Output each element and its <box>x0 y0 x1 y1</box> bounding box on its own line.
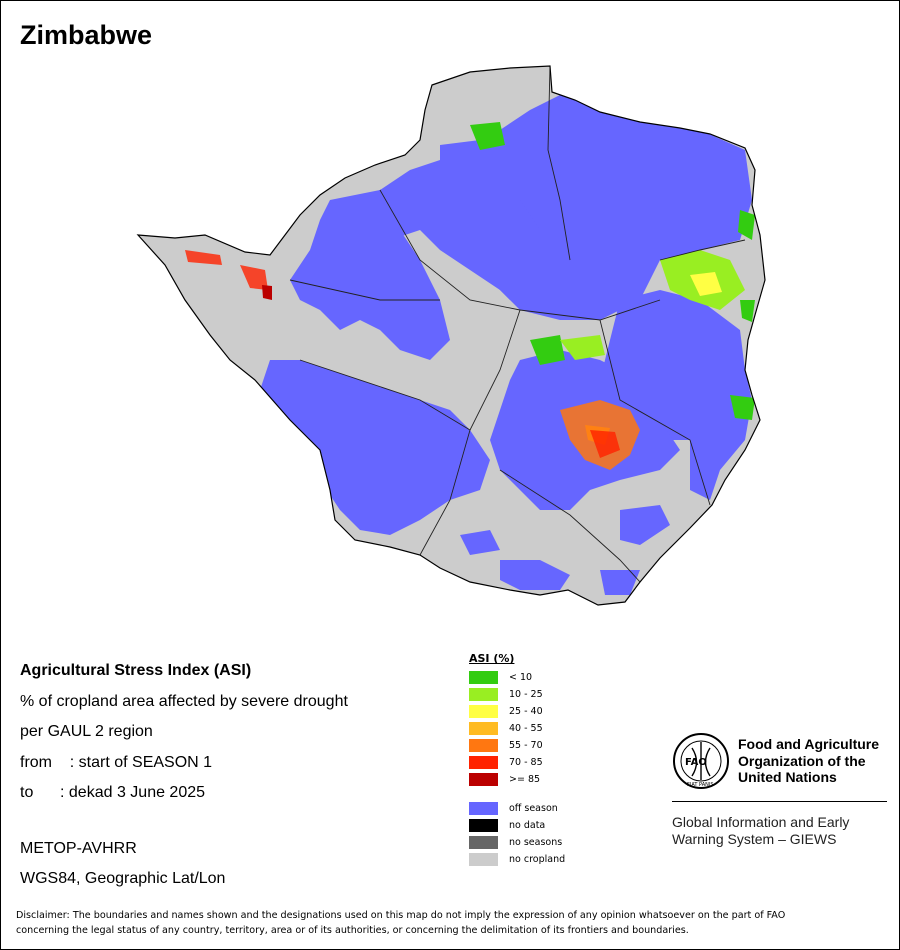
fao-org-name: Food and Agriculture Organization of the… <box>738 736 880 785</box>
asi-85-plus <box>262 285 272 300</box>
legend: ASI (%) < 10 10 - 25 25 - 40 40 - 55 55 … <box>469 652 565 868</box>
legend-item: 40 - 55 <box>469 720 565 737</box>
legend-item: off season <box>469 800 565 817</box>
legend-item: no cropland <box>469 851 565 868</box>
index-unit: per GAUL 2 region <box>20 723 153 740</box>
legend-swatch <box>469 688 498 701</box>
giews-name: Global Information and Early Warning Sys… <box>672 814 850 847</box>
period-from: from : start of SEASON 1 <box>20 753 213 771</box>
fao-logo-letters: FAO <box>685 757 707 768</box>
asi-70-85 <box>185 250 620 458</box>
map-info: Agricultural Stress Index (ASI) % of cro… <box>20 656 348 809</box>
country-map <box>136 65 766 606</box>
legend-item: < 10 <box>469 669 565 686</box>
legend-item: 70 - 85 <box>469 754 565 771</box>
legend-item: no data <box>469 817 565 834</box>
legend-swatch <box>469 739 498 752</box>
legend-swatch <box>469 705 498 718</box>
sensor-name: METOP-AVHRR <box>20 840 137 857</box>
projection: WGS84, Geographic Lat/Lon <box>20 870 226 887</box>
fao-logo-motto: FIAT PANIS <box>687 782 714 788</box>
legend-swatch <box>469 819 498 832</box>
legend-swatch <box>469 836 498 849</box>
legend-title: ASI (%) <box>469 652 515 665</box>
legend-item: no seasons <box>469 834 565 851</box>
legend-swatch <box>469 802 498 815</box>
legend-swatch <box>469 756 498 769</box>
asi-25-40 <box>690 272 722 296</box>
index-title: Agricultural Stress Index (ASI) <box>20 662 252 679</box>
admin-boundaries <box>289 65 746 583</box>
legend-swatch <box>469 773 498 786</box>
legend-swatch <box>469 671 498 684</box>
legend-item: >= 85 <box>469 771 565 788</box>
legend-item: 25 - 40 <box>469 703 565 720</box>
legend-item: 10 - 25 <box>469 686 565 703</box>
legend-swatch <box>469 853 498 866</box>
legend-item: 55 - 70 <box>469 737 565 754</box>
asi-below-10 <box>470 122 755 420</box>
fao-divider <box>672 801 887 802</box>
legend-swatch <box>469 722 498 735</box>
country-outline <box>136 65 766 606</box>
index-description: % of cropland area affected by severe dr… <box>20 692 348 710</box>
fao-logo-icon: FAO FIAT PANIS <box>673 733 729 789</box>
disclaimer: Disclaimer: The boundaries and names sho… <box>16 910 786 936</box>
map-title: Zimbabwe <box>20 20 153 50</box>
period-to: to : dekad 3 June 2025 <box>20 784 206 801</box>
sensor-info: METOP-AVHRR WGS84, Geographic Lat/Lon <box>20 834 225 894</box>
